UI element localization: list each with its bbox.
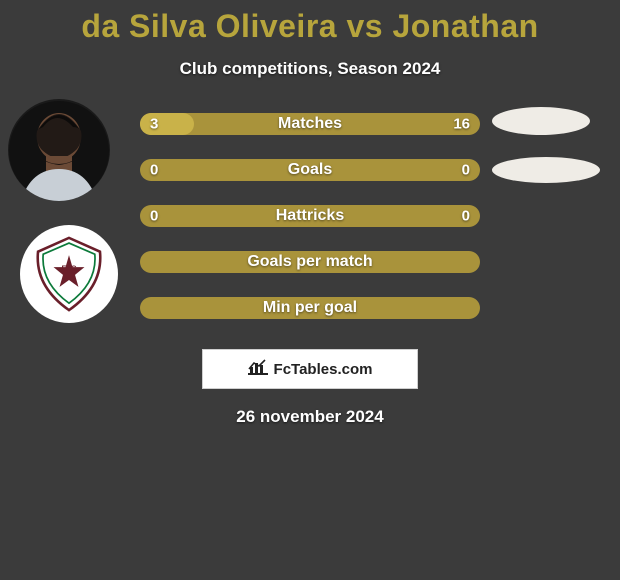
stat-bars: 316Matches00Goals00HattricksGoals per ma… — [140, 113, 480, 319]
subtitle: Club competitions, Season 2024 — [0, 59, 620, 79]
stat-bar: Min per goal — [140, 297, 480, 319]
svg-text:FFC: FFC — [61, 264, 76, 273]
footer-date: 26 november 2024 — [0, 407, 620, 427]
stat-label: Goals per match — [140, 253, 480, 271]
stat-left-value: 0 — [150, 208, 158, 225]
stat-label: Hattricks — [140, 207, 480, 225]
content-area: FFC 316Matches00Goals00HattricksGoals pe… — [0, 113, 620, 319]
stat-left-value: 3 — [150, 116, 158, 133]
stat-left-value: 0 — [150, 162, 158, 179]
stat-bar: 0 0Hattricks — [140, 205, 480, 227]
player-avatar — [8, 99, 110, 201]
decor-pill-2 — [492, 157, 600, 183]
stat-right-value: 0 — [462, 208, 470, 225]
decor-pill-1 — [492, 107, 590, 135]
stat-bar: Goals per match — [140, 251, 480, 273]
chart-icon — [248, 359, 268, 379]
stat-bar: 3 16Matches — [140, 113, 480, 135]
stat-right-value: 16 — [453, 116, 470, 133]
stat-label: Goals — [140, 161, 480, 179]
player-photo-placeholder — [8, 99, 110, 201]
stat-label: Matches — [140, 115, 480, 133]
brand-footer[interactable]: FcTables.com — [202, 349, 418, 389]
club-badge: FFC — [20, 225, 118, 323]
stat-bar: 0 0Goals — [140, 159, 480, 181]
page-title: da Silva Oliveira vs Jonathan — [0, 8, 620, 45]
comparison-card: da Silva Oliveira vs Jonathan Club compe… — [0, 0, 620, 427]
stat-right-value: 0 — [462, 162, 470, 179]
brand-label: FcTables.com — [274, 361, 373, 378]
stat-label: Min per goal — [140, 299, 480, 317]
club-crest-placeholder: FFC — [20, 225, 118, 323]
